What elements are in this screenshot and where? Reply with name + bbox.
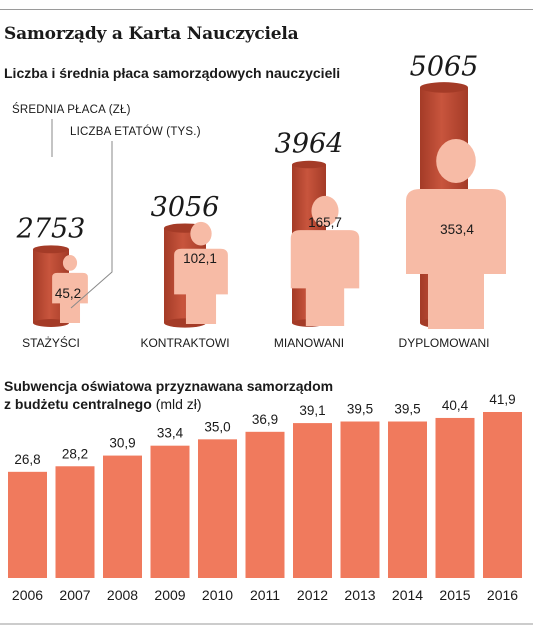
salary-value-label: 5065 bbox=[410, 51, 479, 82]
subsidy-bar bbox=[388, 421, 427, 578]
year-tick-label: 2007 bbox=[59, 587, 90, 603]
subsidy-value-label: 35,0 bbox=[204, 419, 230, 434]
subsidy-value-label: 28,2 bbox=[62, 446, 88, 461]
subsidy-value-label: 26,8 bbox=[14, 452, 40, 467]
subsidy-value-label: 39,1 bbox=[299, 403, 325, 418]
page-title: Samorządy a Karta Nauczyciela bbox=[4, 24, 299, 44]
subsidy-bar bbox=[245, 431, 285, 578]
person-head bbox=[311, 195, 339, 227]
subsidy-bar bbox=[435, 417, 475, 578]
category-label: KONTRAKTOWI bbox=[140, 336, 229, 350]
count-value-label: 165,7 bbox=[308, 215, 342, 230]
subsidy-value-label: 41,9 bbox=[489, 392, 515, 407]
subsidy-bar bbox=[103, 455, 142, 578]
year-tick-label: 2016 bbox=[487, 587, 518, 603]
salary-value-label: 2753 bbox=[16, 213, 86, 244]
count-value-label: 45,2 bbox=[55, 286, 81, 301]
subsidy-value-label: 33,4 bbox=[157, 426, 184, 441]
year-tick-label: 2014 bbox=[392, 587, 423, 603]
person-body bbox=[174, 248, 228, 324]
year-tick-label: 2013 bbox=[344, 587, 375, 603]
category-label: STAŻYŚCI bbox=[22, 335, 80, 350]
person-head bbox=[190, 221, 212, 246]
category-label: DYPLOMOWANI bbox=[399, 336, 490, 350]
chart2-title-line2: z budżetu centralnego bbox=[4, 396, 152, 412]
subsidy-bar bbox=[150, 445, 190, 578]
person-body bbox=[406, 189, 506, 329]
subsidy-value-label: 40,4 bbox=[442, 398, 469, 413]
teachers-chart: 2753 45,2 STAŻYŚCI 3056 102,1 KONTRAKTOWI 3964… bbox=[16, 51, 506, 350]
person-figure bbox=[174, 221, 228, 324]
subsidy-value-label: 39,5 bbox=[394, 402, 420, 417]
subsidy-bar bbox=[340, 421, 380, 578]
category-label: MIANOWANI bbox=[274, 336, 344, 350]
person-figure bbox=[52, 255, 88, 323]
salary-value-label: 3056 bbox=[151, 192, 220, 223]
person-head bbox=[62, 255, 78, 271]
subsidy-bar bbox=[8, 471, 47, 578]
year-tick-label: 2006 bbox=[12, 587, 43, 603]
cylinder-top bbox=[292, 160, 326, 169]
year-tick-label: 2012 bbox=[297, 587, 328, 603]
year-tick-label: 2011 bbox=[250, 587, 280, 603]
subsidy-bar bbox=[55, 466, 95, 578]
count-value-label: 353,4 bbox=[440, 222, 474, 237]
subsidy-bar bbox=[293, 423, 332, 578]
subsidy-value-label: 36,9 bbox=[252, 412, 278, 427]
count-value-label: 102,1 bbox=[183, 251, 217, 266]
chart2-title: Subwencja oświatowa przyznawana samorząd… bbox=[4, 377, 333, 413]
year-tick-label: 2015 bbox=[439, 587, 470, 603]
person-head bbox=[436, 139, 476, 183]
subsidy-value-label: 30,9 bbox=[109, 436, 135, 451]
year-tick-label: 2009 bbox=[154, 587, 185, 603]
chart2-unit: (mld zł) bbox=[155, 396, 202, 412]
year-tick-label: 2008 bbox=[107, 587, 138, 603]
person-body bbox=[52, 272, 88, 323]
chart2-title-line1: Subwencja oświatowa przyznawana samorząd… bbox=[4, 378, 334, 394]
subsidy-bar bbox=[483, 412, 522, 578]
salary-value-label: 3964 bbox=[275, 129, 344, 160]
top-rule bbox=[0, 9, 533, 10]
person-figure bbox=[406, 139, 506, 329]
legend-count-label: LICZBA ETATÓW (TYS.) bbox=[70, 126, 201, 138]
legend-salary-label: ŚREDNIA PŁACA (ZŁ) bbox=[12, 104, 131, 116]
subsidy-value-label: 39,5 bbox=[347, 402, 373, 417]
year-tick-label: 2010 bbox=[202, 587, 233, 603]
person-figure bbox=[290, 195, 360, 326]
subsidy-bar bbox=[198, 439, 237, 578]
person-body bbox=[290, 230, 360, 326]
cylinder-top bbox=[420, 82, 468, 93]
chart1-subtitle: Liczba i średnia płaca samorządowych nau… bbox=[4, 65, 341, 81]
cylinder-top bbox=[33, 245, 69, 254]
count-leader-line bbox=[70, 141, 113, 309]
